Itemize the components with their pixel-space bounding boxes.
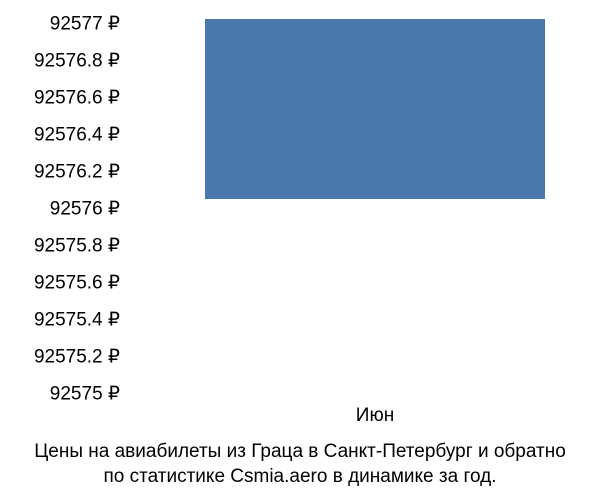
- x-axis-label: Июн: [356, 405, 394, 427]
- y-tick: 92575.6 ₽: [34, 272, 120, 295]
- y-tick: 92577 ₽: [50, 13, 120, 36]
- y-tick: 92576.8 ₽: [34, 50, 120, 73]
- y-tick: 92575 ₽: [50, 383, 120, 406]
- y-tick: 92575.4 ₽: [34, 309, 120, 332]
- y-tick: 92576.2 ₽: [34, 161, 120, 184]
- chart-container: 92577 ₽ 92576.8 ₽ 92576.6 ₽ 92576.4 ₽ 92…: [0, 0, 600, 500]
- plot-area: Июн: [150, 10, 570, 390]
- caption-line-1: Цены на авиабилеты из Граца в Санкт-Пете…: [34, 441, 566, 462]
- chart-caption: Цены на авиабилеты из Граца в Санкт-Пете…: [0, 440, 600, 489]
- bar-june: [205, 19, 545, 199]
- caption-line-2: по статистике Csmia.aero в динамике за г…: [104, 466, 497, 487]
- y-tick: 92575.2 ₽: [34, 346, 120, 369]
- y-tick: 92576 ₽: [50, 198, 120, 221]
- y-tick: 92576.4 ₽: [34, 124, 120, 147]
- y-tick: 92575.8 ₽: [34, 235, 120, 258]
- y-tick: 92576.6 ₽: [34, 87, 120, 110]
